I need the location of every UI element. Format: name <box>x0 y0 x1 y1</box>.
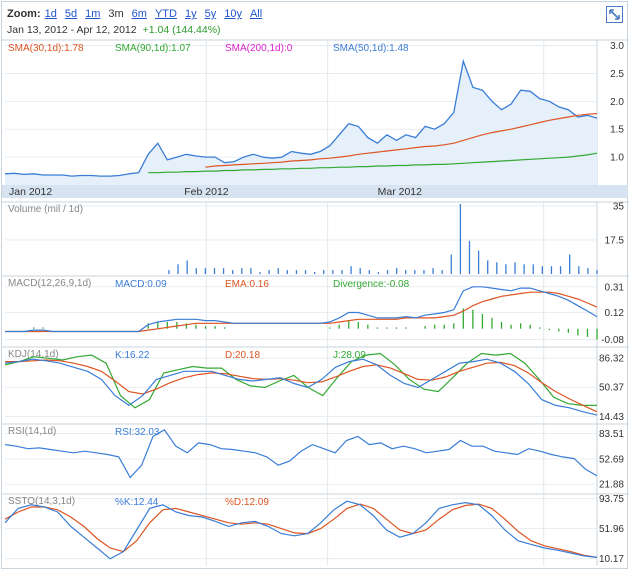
zoom-option-6m[interactable]: 6m <box>131 8 147 20</box>
zoom-option-3m[interactable]: 3m <box>108 8 124 20</box>
expand-icon <box>609 9 620 20</box>
zoom-toolbar: Zoom: 1d 5d 1m 3m 6m YTD 1y 5y 10y All <box>7 8 270 20</box>
expand-button[interactable] <box>606 6 623 23</box>
zoom-option-5d[interactable]: 5d <box>64 8 78 20</box>
zoom-label: Zoom: <box>7 8 41 20</box>
zoom-option-10y[interactable]: 10y <box>224 8 242 20</box>
price-change: +1.04 (144.44%) <box>142 24 221 36</box>
zoom-options: 1d 5d 1m 3m 6m YTD 1y 5y 10y All <box>45 8 271 20</box>
zoom-option-ytd[interactable]: YTD <box>154 8 177 20</box>
zoom-option-1m[interactable]: 1m <box>85 8 101 20</box>
zoom-option-1y[interactable]: 1y <box>184 8 197 20</box>
zoom-option-1d[interactable]: 1d <box>44 8 57 20</box>
zoom-option-5y[interactable]: 5y <box>204 8 217 20</box>
date-range-text: Jan 13, 2012 - Apr 12, 2012 <box>7 24 137 36</box>
zoom-option-all[interactable]: All <box>249 8 263 20</box>
date-range: Jan 13, 2012 - Apr 12, 2012 +1.04 (144.44… <box>7 24 221 36</box>
